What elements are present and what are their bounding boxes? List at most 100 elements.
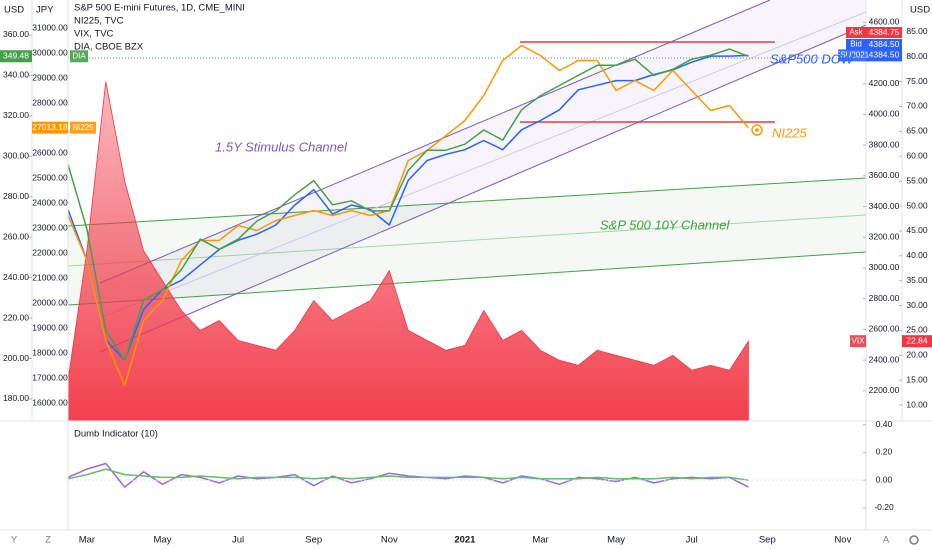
x-tick-label: Jul [686, 535, 698, 546]
y-tick-label: 50.00 [906, 200, 928, 210]
y-tick-label: 4000.00 [869, 109, 900, 119]
annotation: S&P 500 10Y Channel [600, 217, 730, 232]
y-tick-label: 220.00 [3, 312, 29, 322]
y-tick-label: 0.00 [876, 474, 893, 484]
y-tick-label: 30000.00 [32, 47, 68, 57]
series-tag-label: ESU2021 [835, 50, 870, 59]
y-tick-label: 25.00 [906, 325, 928, 335]
y-tick-label: 29000.00 [32, 72, 68, 82]
y-tick-label: 0.20 [876, 447, 893, 457]
price-label: 4384.50 [869, 50, 900, 60]
y-tick-label: 35.00 [906, 275, 928, 285]
x-tick-label: Mar [79, 535, 95, 546]
bid-price-tag [866, 39, 902, 50]
y-tick-label: 3800.00 [869, 139, 900, 149]
x-tick-label: Jul [232, 535, 244, 546]
axis-unit: USD [4, 5, 24, 16]
y-tick-label: 45.00 [906, 225, 928, 235]
y-tick-label: 3400.00 [869, 201, 900, 211]
y-tick-label: 360.00 [3, 29, 29, 39]
series-tag [838, 49, 866, 62]
x-tick-label: Nov [834, 535, 851, 546]
legend-entry: DIA, CBOE BZX [74, 42, 144, 53]
bid-label: Bid [850, 40, 862, 49]
y-tick-label: 26000.00 [32, 147, 68, 157]
line [67, 468, 749, 481]
series-tag [850, 335, 866, 348]
y-tick-label: -0.20 [874, 502, 894, 512]
channel-fill [68, 178, 866, 305]
channel-line [99, 11, 867, 319]
channel-line [67, 214, 867, 267]
y-tick-label: 80.00 [906, 51, 928, 61]
y-tick-label: 0.40 [876, 419, 893, 429]
y-tick-label: 15.00 [906, 374, 928, 384]
area [67, 81, 749, 421]
ask-tag [846, 27, 866, 38]
series-tag [70, 121, 96, 134]
y-tick-label: 3600.00 [869, 170, 900, 180]
line [67, 44, 749, 387]
indicator-title: Dumb Indicator (10) [74, 429, 158, 440]
y-tick-label: 70.00 [906, 101, 928, 111]
price-tag [902, 335, 932, 348]
price-label: 349.48 [3, 51, 29, 61]
legend-entry: S&P 500 E-mini Futures, 1D, CME_MINI [74, 3, 245, 14]
price-tag [0, 50, 32, 63]
marker [751, 124, 763, 136]
ask-price: 4384.75 [869, 27, 900, 37]
series-tag-label: VIX [852, 336, 866, 345]
marker [755, 128, 759, 132]
y-tick-label: 21000.00 [32, 272, 68, 282]
bid-tag [846, 39, 866, 50]
axis-unit: JPY [36, 5, 54, 16]
y-tick-label: 3200.00 [869, 232, 900, 242]
y-tick-label: 31000.00 [32, 22, 68, 32]
price-tag [32, 121, 68, 134]
bid-price: 4384.50 [869, 39, 900, 49]
x-tick-label: Sep [305, 535, 322, 546]
legend-entry: NI225, TVC [74, 16, 124, 27]
y-tick-label: 75.00 [906, 76, 928, 86]
channel-line [67, 251, 867, 306]
y-tick-label: 19000.00 [32, 322, 68, 332]
line [67, 48, 749, 362]
ask-label: Ask [849, 28, 863, 37]
y-tick-label: 2600.00 [869, 324, 900, 334]
y-tick-label: 10.00 [906, 399, 928, 409]
y-tick-label: 28000.00 [32, 97, 68, 107]
y-tick-label: 4600.00 [869, 17, 900, 27]
x-tick-label: 2021 [454, 535, 476, 546]
toolbar-button[interactable]: Z [45, 535, 51, 546]
series-tag-label: DIA [72, 51, 86, 60]
y-tick-label: 20000.00 [32, 297, 68, 307]
channel-line [99, 24, 867, 353]
x-tick-label: May [607, 535, 625, 546]
y-tick-label: 24000.00 [32, 197, 68, 207]
y-tick-label: 23000.00 [32, 222, 68, 232]
x-tick-label: May [154, 535, 172, 546]
annotation: 1.5Y Stimulus Channel [215, 139, 348, 154]
toolbar-button[interactable]: A [883, 535, 890, 546]
channel-line [67, 177, 867, 227]
y-tick-label: 17000.00 [32, 372, 68, 382]
series-tag [70, 50, 88, 63]
x-tick-label: Sep [759, 535, 776, 546]
y-tick-label: 30.00 [906, 300, 928, 310]
annotation: S&P500 DOW [770, 51, 855, 66]
y-tick-label: 40.00 [906, 250, 928, 260]
y-tick-label: 240.00 [3, 272, 29, 282]
y-tick-label: 2400.00 [869, 354, 900, 364]
legend-entry: VIX, TVC [74, 29, 114, 40]
toolbar-button[interactable]: Y [11, 535, 18, 546]
axis-unit: USD [910, 5, 930, 16]
y-tick-label: 18000.00 [32, 347, 68, 357]
y-tick-label: 300.00 [3, 151, 29, 161]
settings-icon[interactable] [909, 535, 919, 545]
y-tick-label: 3000.00 [869, 262, 900, 272]
y-tick-label: 25000.00 [32, 172, 68, 182]
y-tick-label: 320.00 [3, 110, 29, 120]
y-tick-label: 200.00 [3, 353, 29, 363]
